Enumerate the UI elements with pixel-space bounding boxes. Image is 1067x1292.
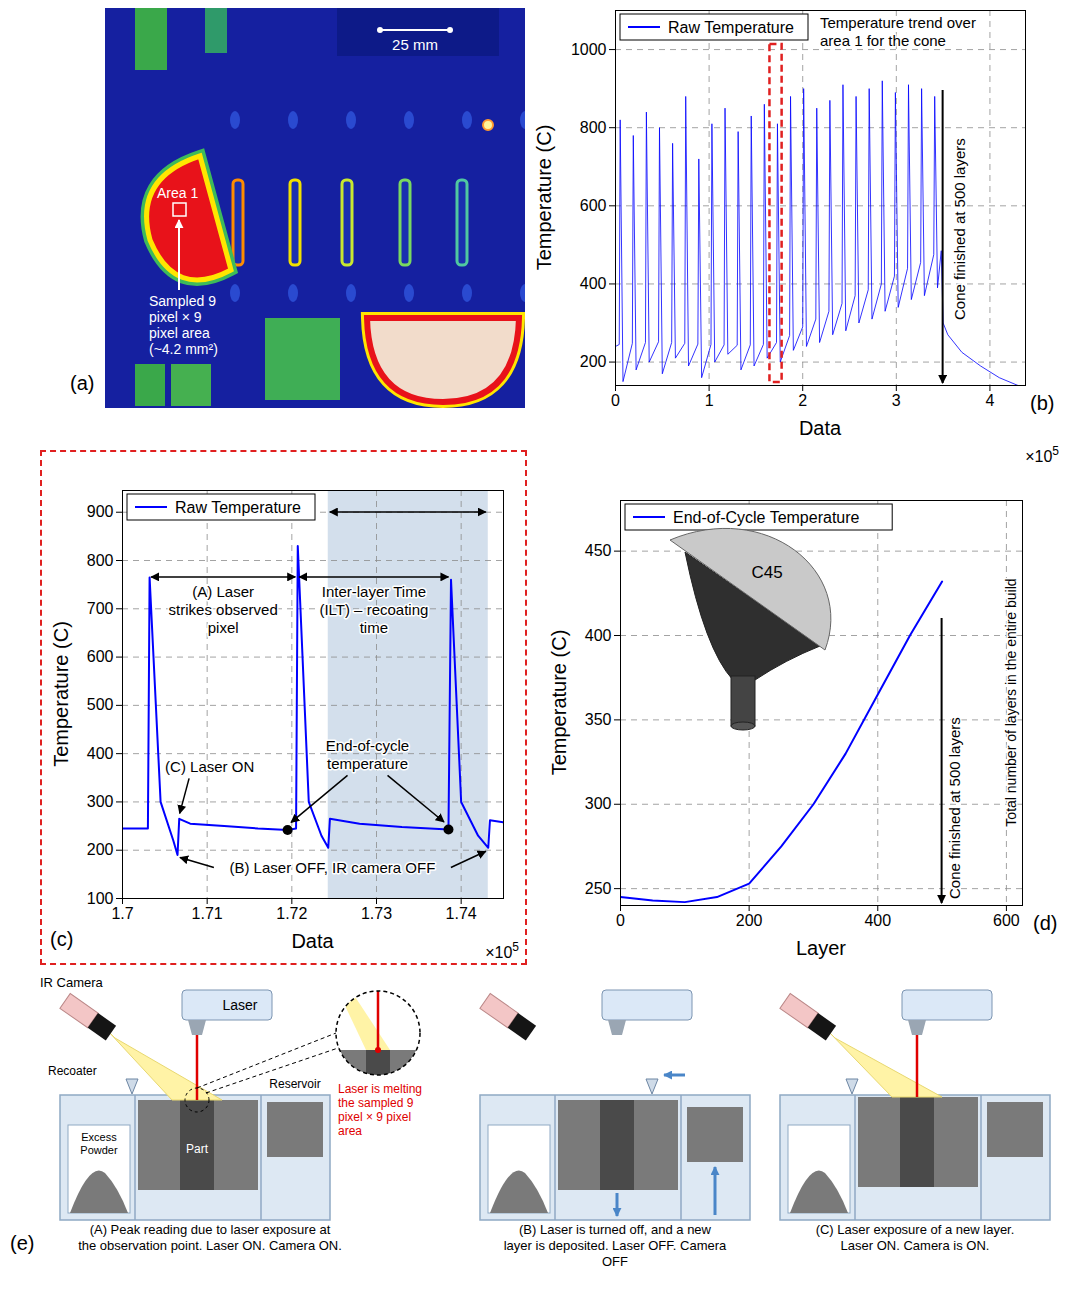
svg-text:Data: Data (291, 930, 334, 952)
svg-text:300: 300 (87, 793, 114, 810)
svg-text:Cone finished at 500 layers: Cone finished at 500 layers (946, 717, 963, 899)
svg-text:ExcessPowder: ExcessPowder (80, 1131, 118, 1156)
svg-text:1000: 1000 (571, 41, 607, 58)
svg-text:End-of-Cycle Temperature: End-of-Cycle Temperature (673, 509, 860, 526)
svg-text:1.71: 1.71 (192, 905, 223, 922)
svg-text:600: 600 (580, 197, 607, 214)
svg-text:800: 800 (580, 119, 607, 136)
svg-text:Cone finished at 500 layers: Cone finished at 500 layers (951, 138, 968, 320)
svg-text:Part: Part (186, 1142, 209, 1156)
svg-text:Area 1: Area 1 (157, 185, 198, 201)
svg-text:Laser: Laser (222, 997, 257, 1013)
svg-text:4: 4 (985, 392, 994, 409)
svg-text:1.72: 1.72 (276, 905, 307, 922)
html-text:(d): (d) (1033, 912, 1058, 934)
svg-text:Reservoir: Reservoir (269, 1077, 320, 1091)
svg-text:Laser is meltingthe sampled 9p: Laser is meltingthe sampled 9pixel × 9 p… (338, 1082, 422, 1138)
svg-text:250: 250 (585, 880, 612, 897)
svg-text:1: 1 (705, 392, 714, 409)
svg-text:0: 0 (611, 392, 620, 409)
svg-text:(A) Laserstrikes observedpixel: (A) Laserstrikes observedpixel (169, 583, 278, 636)
svg-text:Inter-layer Time(ILT) – recoat: Inter-layer Time(ILT) – recoatingtime (319, 583, 428, 636)
svg-text:800: 800 (87, 552, 114, 569)
svg-text:400: 400 (585, 627, 612, 644)
svg-text:600: 600 (87, 648, 114, 665)
svg-text:(A) Peak reading due to laser: (A) Peak reading due to laser exposure a… (78, 1222, 342, 1253)
svg-text:End-of-cycletemperature: End-of-cycletemperature (326, 737, 409, 772)
svg-text:(B) Laser is turned off, and a: (B) Laser is turned off, and a newlayer … (504, 1222, 727, 1269)
svg-text:400: 400 (580, 275, 607, 292)
svg-text:700: 700 (87, 600, 114, 617)
html-text:(a): (a) (70, 372, 95, 394)
html-text:(e): (e) (10, 1232, 35, 1254)
svg-text:100: 100 (87, 890, 114, 907)
svg-text:Temperature trend overarea 1 f: Temperature trend overarea 1 for the con… (820, 14, 976, 49)
svg-text:1.73: 1.73 (361, 905, 392, 922)
svg-text:200: 200 (87, 841, 114, 858)
svg-text:900: 900 (87, 503, 114, 520)
svg-text:1.74: 1.74 (446, 905, 477, 922)
svg-text:25 mm: 25 mm (392, 36, 438, 53)
svg-text:450: 450 (585, 542, 612, 559)
html-text:(b): (b) (1030, 392, 1055, 414)
svg-text:Raw Temperature: Raw Temperature (668, 19, 794, 36)
svg-text:0: 0 (616, 912, 625, 929)
svg-text:IR Camera: IR Camera (40, 975, 104, 990)
svg-text:Temperature (C): Temperature (C) (50, 621, 72, 767)
svg-text:400: 400 (87, 745, 114, 762)
svg-text:Total number of layers in the: Total number of layers in the entire bui… (1003, 578, 1019, 826)
svg-text:1.7: 1.7 (111, 905, 133, 922)
svg-text:×105: ×105 (1025, 444, 1059, 465)
svg-text:200: 200 (580, 353, 607, 370)
svg-text:Raw Temperature: Raw Temperature (175, 499, 301, 516)
svg-text:600: 600 (993, 912, 1020, 929)
svg-text:×105: ×105 (485, 940, 519, 961)
svg-text:350: 350 (585, 711, 612, 728)
svg-text:200: 200 (736, 912, 763, 929)
svg-text:300: 300 (585, 795, 612, 812)
svg-text:(B) Laser OFF, IR camera OFF: (B) Laser OFF, IR camera OFF (229, 859, 435, 876)
svg-text:3: 3 (892, 392, 901, 409)
svg-text:(C) Laser exposure of a new la: (C) Laser exposure of a new layer.Laser … (816, 1222, 1015, 1253)
html-text:(c): (c) (50, 928, 74, 950)
svg-text:(C) Laser ON: (C) Laser ON (165, 758, 254, 775)
svg-text:Sampled 9pixel × 9pixel area(~: Sampled 9pixel × 9pixel area(~4.2 mm²) (149, 293, 218, 357)
svg-text:C45: C45 (751, 563, 782, 582)
svg-text:400: 400 (864, 912, 891, 929)
svg-text:500: 500 (87, 696, 114, 713)
svg-text:Temperature (C): Temperature (C) (548, 630, 570, 776)
svg-text:Recoater: Recoater (48, 1064, 97, 1078)
svg-text:Temperature (C): Temperature (C) (533, 125, 555, 271)
svg-text:Layer: Layer (796, 937, 846, 959)
svg-text:Data: Data (799, 417, 842, 439)
svg-text:2: 2 (798, 392, 807, 409)
